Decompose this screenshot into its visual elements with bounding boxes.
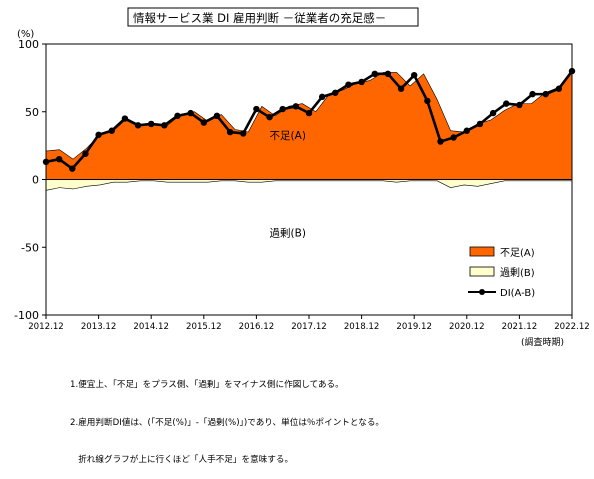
- x-axis: 2012.12 2013.12 2014.12 2015.12 2016.12 2017.…: [28, 315, 590, 332]
- di-point: [82, 150, 89, 157]
- di-point: [384, 70, 392, 78]
- di-point: [279, 105, 286, 113]
- note-line-2: 2.雇用判断DI値は、(「不足(%)」-「過剰(%)」)であり、単位は％ポイント…: [70, 417, 385, 428]
- di-point: [345, 81, 352, 88]
- di-point: [358, 78, 365, 86]
- di-point: [226, 128, 234, 136]
- chart-title-box: [127, 7, 419, 27]
- di-point: [108, 127, 115, 134]
- di-point: [174, 112, 181, 120]
- di-line-group: [42, 67, 576, 172]
- di-point: [424, 97, 431, 105]
- x-tick-label: 2019.12: [396, 322, 432, 332]
- areas: [45, 70, 573, 191]
- y-tick-label: -100: [14, 309, 39, 322]
- di-point: [397, 85, 405, 92]
- x-tick-label: 2015.12: [186, 322, 222, 332]
- legend-surplus-label: 過剰(B): [500, 267, 535, 279]
- chart-title: 情報サービス業 DI 雇用判断 －従業者の充足感－: [133, 11, 386, 25]
- y-axis: 100 50 0 -50 -100: [14, 38, 46, 322]
- legend-shortage-label: 不足(A): [500, 247, 535, 259]
- note-line-3: 折れ線グラフが上に行くほど「人手不足」を意味する。: [70, 455, 294, 465]
- di-point: [55, 155, 63, 163]
- di-point: [516, 101, 523, 109]
- area-surplus: [45, 179, 573, 191]
- di-point: [200, 119, 207, 126]
- di-point: [332, 89, 339, 96]
- surplus-area-label: 過剰(B): [270, 227, 306, 239]
- x-tick-label: 2017.12: [291, 322, 327, 332]
- di-point: [187, 109, 194, 117]
- x-note-label: (調査時期): [521, 336, 564, 348]
- x-tick-label: 2013.12: [81, 322, 117, 332]
- x-tick-label: 2021.12: [502, 322, 538, 332]
- y-tick-label: 0: [32, 174, 39, 187]
- area-shortage: [45, 70, 573, 180]
- di-point: [318, 93, 326, 101]
- chart: 情報サービス業 DI 雇用判断 －従業者の充足感－ (%) 100 50 0 -50 -…: [14, 7, 590, 348]
- di-point: [253, 105, 260, 113]
- y-tick-label: 100: [18, 38, 39, 51]
- di-point: [213, 112, 221, 120]
- legend-di-label: DI(A-B): [500, 288, 535, 299]
- di-point: [371, 70, 378, 78]
- di-point: [411, 71, 418, 79]
- di-point: [161, 122, 168, 129]
- x-tick-label: 2018.12: [344, 322, 380, 332]
- di-point: [476, 120, 484, 128]
- di-point: [542, 90, 549, 98]
- di-point: [437, 138, 444, 145]
- di-point: [134, 122, 142, 129]
- di-point: [489, 109, 497, 117]
- x-tick-label: 2012.12: [28, 322, 64, 332]
- legend: 不足(A) 過剰(B) DI(A-B): [468, 246, 535, 299]
- legend-shortage-swatch: [469, 246, 495, 257]
- di-point: [463, 127, 470, 134]
- x-tick-label: 2022.12: [554, 322, 590, 332]
- di-point: [95, 131, 102, 138]
- di-point: [305, 109, 313, 117]
- di-point: [148, 120, 155, 128]
- di-point: [121, 115, 129, 122]
- x-tick-label: 2020.12: [449, 322, 485, 332]
- x-tick-label: 2016.12: [239, 322, 275, 332]
- y-tick-label: 50: [25, 106, 39, 119]
- legend-surplus-swatch: [469, 266, 495, 277]
- di-point: [292, 103, 300, 110]
- y-tick-label: -50: [21, 241, 39, 254]
- di-point: [240, 130, 247, 137]
- di-point: [503, 100, 510, 107]
- di-point: [529, 90, 536, 98]
- di-point: [266, 113, 273, 121]
- shortage-area-label: 不足(A): [270, 130, 306, 142]
- di-point: [69, 165, 76, 172]
- note-line-1: 1.便宜上、「不足」をプラス側、「過剰」をマイナス側に作図してある。: [70, 380, 344, 390]
- x-tick-label: 2014.12: [133, 322, 169, 332]
- di-point: [450, 134, 457, 141]
- legend-di-marker: [479, 289, 485, 295]
- y-unit-label: (%): [17, 29, 34, 40]
- di-point: [555, 85, 563, 92]
